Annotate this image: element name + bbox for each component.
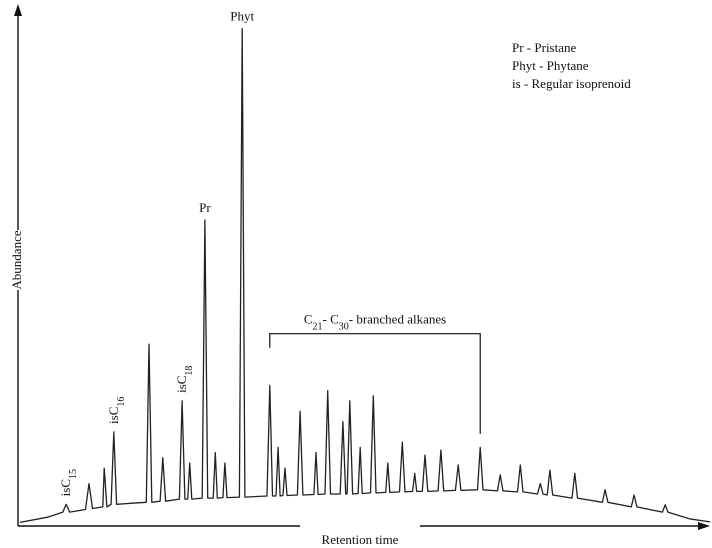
text-part: 18 [184, 366, 195, 376]
text-part: 30 [339, 321, 349, 332]
y-arrow [14, 4, 22, 16]
text-part: - branched alkanes [349, 312, 446, 327]
text-part: isC [106, 407, 121, 424]
text-part: C [304, 312, 313, 327]
peak-label: Pr [199, 200, 211, 215]
text-part: 16 [115, 397, 126, 407]
text-part: 15 [68, 469, 79, 479]
text-part: Pr [199, 200, 211, 215]
x-arrow [698, 522, 710, 530]
legend-line: Pr - Pristane [512, 40, 577, 55]
text-part: Phyt [230, 9, 254, 24]
peak-label: isC15 [58, 469, 79, 496]
bracket [269, 333, 481, 434]
peak-label: isC16 [106, 397, 127, 424]
legend-line: Phyt - Phytane [512, 58, 589, 73]
peak-label: Phyt [230, 9, 254, 24]
x-axis-label: Retention time [322, 532, 399, 547]
text-part: - C [322, 312, 338, 327]
y-axis-label: Abundance [9, 230, 24, 289]
legend-line: is - Regular isoprenoid [512, 76, 631, 91]
text-part: isC [58, 479, 73, 496]
peak-label: isC18 [174, 366, 195, 393]
text-part: 21 [312, 321, 322, 332]
bracket-label: C21- C30- branched alkanes [304, 312, 446, 333]
chromatogram-trace [19, 28, 711, 524]
text-part: isC [174, 376, 189, 393]
